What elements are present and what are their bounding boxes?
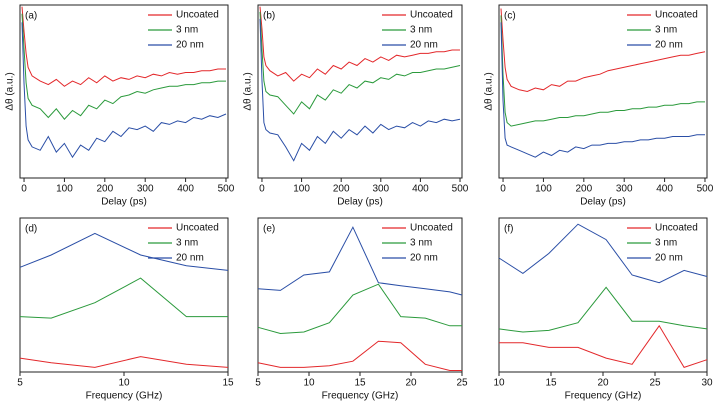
x-tick-label: 400: [656, 184, 673, 195]
x-tick-label: 30: [701, 378, 713, 389]
x-tick-label: 300: [137, 184, 154, 195]
x-tick-label: 10: [303, 378, 315, 389]
legend-label: 3 nm: [655, 25, 677, 36]
x-tick-label: 15: [354, 378, 366, 389]
x-axis-label: Frequency (GHz): [565, 391, 642, 402]
series-line: [499, 324, 708, 369]
x-tick-label: 0: [500, 184, 506, 195]
x-tick-label: 0: [259, 184, 265, 195]
x-axis-label: Delay (ps): [580, 197, 626, 208]
panel-label: (f): [504, 224, 513, 235]
legend-label: Uncoated: [410, 223, 453, 234]
legend-label: 20 nm: [655, 253, 683, 264]
x-axis-label: Frequency (GHz): [322, 391, 399, 402]
x-tick-label: 25: [649, 378, 661, 389]
x-tick-label: 500: [697, 184, 714, 195]
x-tick-label: 400: [177, 184, 194, 195]
x-tick-label: 25: [456, 378, 468, 389]
series-line: [21, 13, 226, 120]
plot-frame: [19, 4, 229, 179]
x-tick-label: 5: [255, 378, 261, 389]
series-line: [259, 18, 461, 162]
series-line: [259, 6, 460, 82]
x-tick-label: 20: [597, 378, 609, 389]
x-tick-label: 500: [452, 184, 469, 195]
legend-label: 20 nm: [176, 40, 204, 51]
y-axis-label: Δθ (a.u.): [5, 72, 16, 110]
legend-label: 3 nm: [410, 25, 432, 36]
x-tick-label: 10: [118, 378, 130, 389]
x-tick-label: 200: [333, 184, 350, 195]
x-tick-label: 100: [293, 184, 310, 195]
legend-label: 3 nm: [410, 238, 432, 249]
x-tick-label: 100: [535, 184, 552, 195]
panel-label: (c): [504, 11, 516, 22]
legend-label: 3 nm: [655, 238, 677, 249]
x-axis-label: Delay (ps): [337, 197, 383, 208]
panel-label: (b): [263, 11, 275, 22]
plot-frame: [257, 4, 463, 179]
series-line: [257, 340, 462, 371]
series-line: [257, 283, 462, 335]
legend-label: Uncoated: [655, 10, 698, 21]
x-tick-label: 0: [21, 184, 27, 195]
legend-label: 20 nm: [410, 253, 438, 264]
x-tick-label: 500: [218, 184, 235, 195]
x-tick-label: 200: [96, 184, 113, 195]
x-axis-label: Delay (ps): [101, 197, 147, 208]
legend-label: 20 nm: [410, 40, 438, 51]
x-tick-label: 5: [17, 378, 23, 389]
legend-label: 20 nm: [655, 40, 683, 51]
series-line: [259, 11, 461, 115]
x-tick-label: 200: [575, 184, 592, 195]
legend-label: Uncoated: [410, 10, 453, 21]
series-line: [498, 286, 708, 333]
series-line: [500, 15, 705, 127]
plot-frame: [498, 4, 708, 179]
x-tick-label: 400: [412, 184, 429, 195]
legend-label: Uncoated: [176, 10, 219, 21]
series-line: [19, 232, 229, 271]
x-tick-label: 300: [372, 184, 389, 195]
x-tick-label: 15: [545, 378, 557, 389]
series-line: [19, 277, 228, 319]
series-line: [21, 6, 226, 87]
x-tick-label: 10: [493, 378, 505, 389]
legend-label: Uncoated: [176, 223, 219, 234]
series-line: [19, 356, 229, 368]
panel-label: (e): [263, 224, 275, 235]
legend-label: 3 nm: [176, 238, 198, 249]
x-tick-label: 15: [222, 378, 234, 389]
series-line: [500, 8, 706, 93]
series-line: [498, 223, 708, 284]
series-line: [500, 22, 705, 158]
x-tick-label: 100: [56, 184, 73, 195]
legend-label: Uncoated: [655, 223, 698, 234]
y-axis-label: Δθ (a.u.): [243, 72, 254, 110]
x-axis-label: Frequency (GHz): [86, 391, 163, 402]
x-tick-label: 20: [405, 378, 417, 389]
series-line: [257, 226, 463, 296]
series-line: [21, 22, 227, 159]
panel-label: (a): [25, 11, 37, 22]
x-tick-label: 300: [616, 184, 633, 195]
y-axis-label: Δθ (a.u.): [484, 72, 495, 110]
legend-label: 3 nm: [176, 25, 198, 36]
legend-label: 20 nm: [176, 253, 204, 264]
panel-label: (d): [25, 224, 37, 235]
